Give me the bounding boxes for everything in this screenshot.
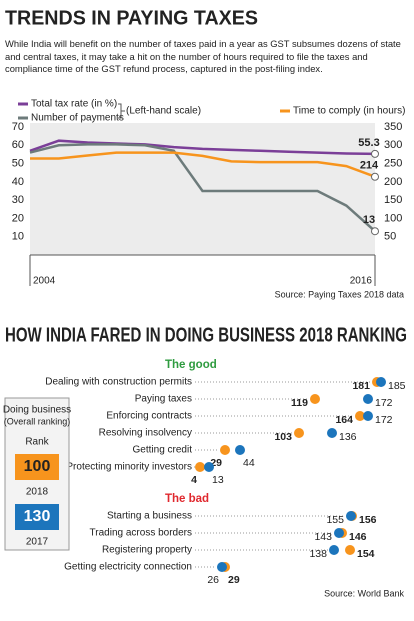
y-tick-label: 50 xyxy=(12,157,24,169)
data-label: 103 xyxy=(274,431,292,443)
rank-dot xyxy=(376,377,386,387)
legend-rank-value: 130 xyxy=(24,508,51,525)
category-label: Resolving insolvency xyxy=(99,428,192,439)
data-label: 13 xyxy=(212,474,224,486)
source: Source: Paying Taxes 2018 data xyxy=(275,289,404,299)
rank-dot xyxy=(294,428,304,438)
y2-tick-label: 350 xyxy=(384,121,402,133)
data-label: 55.3 xyxy=(358,137,379,149)
category-label: Enforcing contracts xyxy=(106,411,192,422)
rank-dot xyxy=(363,411,373,421)
data-label: 155 xyxy=(326,514,344,526)
data-label: 138 xyxy=(309,548,327,560)
data-label: 214 xyxy=(360,160,379,172)
end-point xyxy=(371,172,379,181)
rank-dot xyxy=(310,394,320,404)
x-tick-label: 2004 xyxy=(33,276,56,287)
group-label: The bad xyxy=(165,493,209,505)
category-label: Registering property xyxy=(102,545,192,556)
chart-title: HOW INDIA FARED IN DOING BUSINESS 2018 R… xyxy=(5,324,407,346)
line-series xyxy=(30,151,376,178)
rank-dot xyxy=(346,511,356,521)
y-tick-label: 40 xyxy=(12,176,24,188)
data-label: 185 xyxy=(388,380,406,392)
x-tick-label: 2016 xyxy=(350,276,373,287)
chart-title: TRENDS IN PAYING TAXES xyxy=(5,7,258,29)
data-label: 4 xyxy=(191,474,197,486)
category-label: Dealing with construction permits xyxy=(45,377,192,388)
y-tick-label: 60 xyxy=(12,139,24,151)
data-label: 156 xyxy=(359,514,377,526)
category-label: Starting a business xyxy=(107,511,192,522)
category-label: Protecting minority investors xyxy=(66,462,192,473)
data-label: 143 xyxy=(314,531,332,543)
data-label: 29 xyxy=(228,574,240,586)
rank-dot xyxy=(329,545,339,555)
end-point xyxy=(371,149,379,158)
category-label: Getting electricity connection xyxy=(64,562,192,573)
data-label: 29 xyxy=(210,457,222,469)
y2-tick-label: 300 xyxy=(384,139,402,151)
y2-tick-label: 250 xyxy=(384,157,402,169)
data-label: 181 xyxy=(352,380,370,392)
data-label: 172 xyxy=(375,397,393,409)
data-label: 146 xyxy=(349,531,367,543)
legend-subheading: (Overall ranking) xyxy=(4,416,71,426)
data-label: 26 xyxy=(207,574,219,586)
annotation: (Left-hand scale) xyxy=(126,106,201,117)
group-label: The good xyxy=(165,359,217,371)
rank-dot xyxy=(355,411,365,421)
rank-dot xyxy=(235,445,245,455)
data-label: 44 xyxy=(243,457,255,469)
category-label: Trading across borders xyxy=(90,528,192,539)
y-tick-label: 10 xyxy=(12,231,24,243)
rank-dot xyxy=(217,562,227,572)
y2-tick-label: 200 xyxy=(384,176,402,188)
data-label: 154 xyxy=(357,548,375,560)
chart-subtitle: While India will benefit on the number o… xyxy=(5,38,401,75)
legend-rank-value: 100 xyxy=(24,458,51,475)
legend-label: Number of payments xyxy=(31,113,124,124)
legend-rank-box xyxy=(15,454,59,480)
data-label: 172 xyxy=(375,414,393,426)
data-label: 119 xyxy=(291,397,308,409)
rank-dot xyxy=(363,394,373,404)
legend-heading: Doing business xyxy=(3,405,71,416)
source: Source: World Bank xyxy=(324,588,404,598)
data-label: 13 xyxy=(363,214,375,226)
end-point xyxy=(371,227,379,236)
rank-dot xyxy=(327,428,337,438)
y-tick-label: 70 xyxy=(12,121,24,133)
data-label: 164 xyxy=(335,414,353,426)
y-tick-label: 30 xyxy=(12,194,24,206)
legend-year: 2017 xyxy=(26,537,49,548)
y-tick-label: 20 xyxy=(12,212,24,224)
legend-bracket xyxy=(118,103,125,119)
rank-dot xyxy=(195,462,205,472)
rank-dot xyxy=(334,528,344,538)
line-series xyxy=(29,143,376,233)
legend-year: 2018 xyxy=(26,487,49,498)
rank-dot xyxy=(345,545,355,555)
rank-dot xyxy=(220,445,230,455)
data-label: 136 xyxy=(339,431,357,443)
category-label: Paying taxes xyxy=(135,394,192,405)
y2-tick-label: 150 xyxy=(384,194,402,206)
y2-tick-label: 50 xyxy=(384,231,396,243)
y2-tick-label: 100 xyxy=(384,212,402,224)
legend-rank-box xyxy=(15,504,59,530)
legend-rank: Rank xyxy=(25,437,49,448)
line-series xyxy=(29,139,376,156)
legend-label: Total tax rate (in %) xyxy=(31,99,117,110)
legend-label: Time to comply (in hours) xyxy=(293,106,405,117)
rank-dot xyxy=(204,462,214,472)
category-label: Getting credit xyxy=(133,445,193,456)
